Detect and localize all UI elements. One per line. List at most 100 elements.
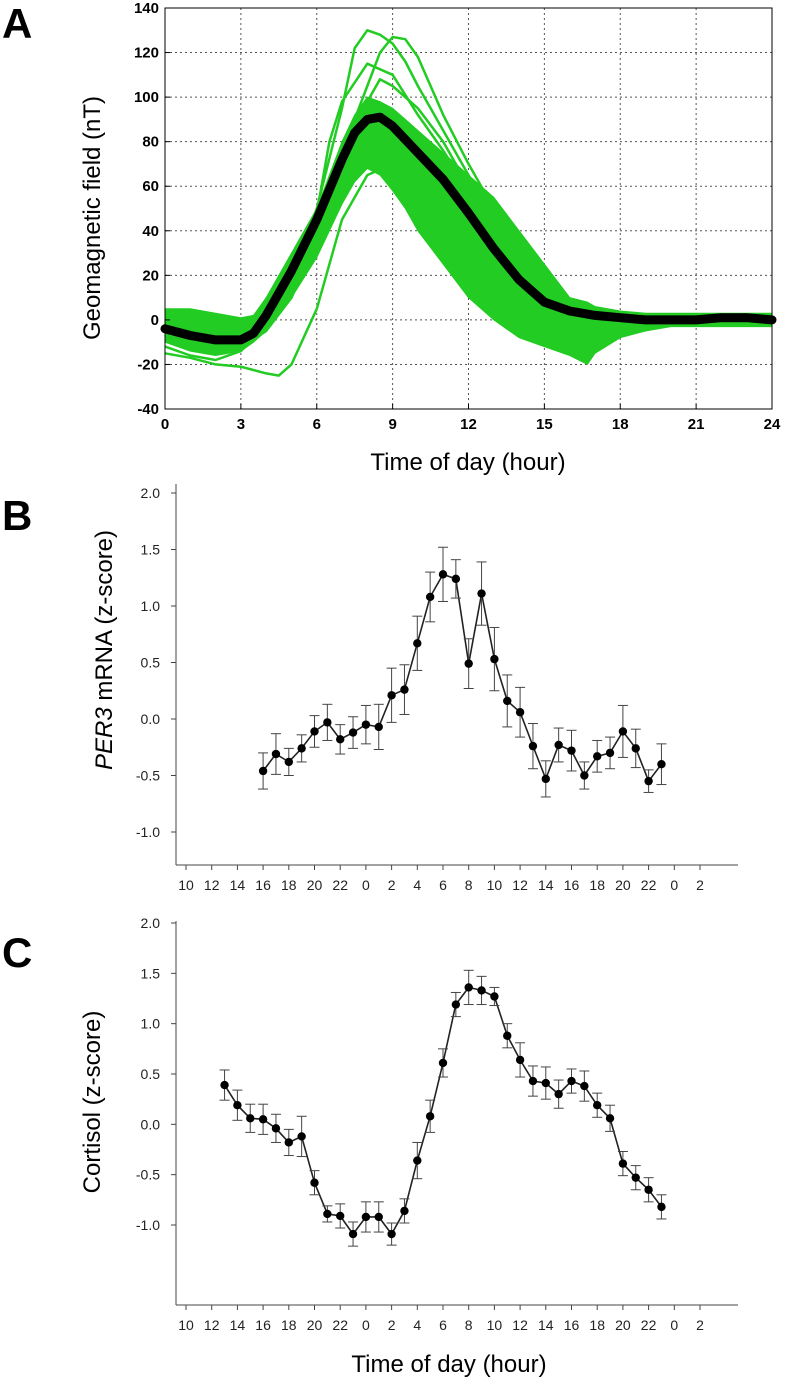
- panel-c-point-28: [580, 1081, 589, 1091]
- panel-c-y-axis-title: Cortisol (z-score): [79, 1011, 106, 1194]
- panel-b-y-axis-title-gene: PER3: [91, 707, 118, 770]
- panel-c-point-26: [554, 1089, 563, 1099]
- panel-c-xtick-label-9: 4: [413, 1317, 421, 1333]
- panel-c-ytick-label-1.0: 1.0: [141, 1016, 161, 1032]
- panel-c-xtick-label-8: 2: [388, 1317, 396, 1333]
- panel-c-point-16: [425, 1112, 435, 1121]
- panel-b-point-17: [477, 589, 486, 598]
- panel-a-ytick-label-60: 60: [142, 178, 159, 195]
- panel-c-point-5: [284, 1138, 293, 1147]
- panel-letter-a: A: [2, 0, 32, 47]
- panel-b-xtick-label-16: 18: [589, 877, 605, 893]
- panel-a-ytick-label-0: 0: [151, 312, 159, 329]
- panel-c-xtick-label-2: 14: [230, 1317, 246, 1333]
- panel-b-point-19: [503, 696, 512, 706]
- panel-c-point-4: [271, 1124, 281, 1133]
- panel-b-point-9: [374, 722, 383, 732]
- panel-c-point-0: [220, 1080, 229, 1090]
- panel-b-point-0: [258, 766, 268, 776]
- panel-c-point-24: [528, 1076, 538, 1086]
- panel-c-xtick-label-16: 18: [589, 1317, 605, 1333]
- panel-b-point-30: [644, 776, 653, 786]
- panel-b-point-20: [515, 708, 525, 717]
- panel-a-xtick-label-12: 12: [460, 416, 477, 433]
- panel-c-point-13: [387, 1229, 396, 1239]
- panel-c-point-15: [413, 1156, 422, 1165]
- panel-a-storm-line-2: [164, 35, 521, 362]
- panel-b-per3-chart: 10 12 14 16 18 20 22 0 2 4 6 8 10 12 14 16 18 20 22 0 2 -1.0 -…: [91, 484, 738, 893]
- panel-b-point-27: [605, 748, 615, 758]
- panel-b-point-13: [425, 592, 435, 602]
- panel-c-xtick-label-4: 18: [281, 1317, 297, 1333]
- panel-a-ytick-label-100: 100: [134, 89, 159, 106]
- panel-b-point-29: [631, 744, 640, 753]
- panel-b-xtick-label-9: 4: [413, 877, 421, 893]
- panel-c-xtick-label-17: 20: [615, 1317, 631, 1333]
- panel-c-xtick-label-13: 12: [512, 1317, 528, 1333]
- panel-c-point-32: [631, 1173, 640, 1182]
- panel-a-mean-line: [160, 112, 777, 345]
- panel-a-ytick-label--40: -40: [137, 401, 159, 418]
- panel-c-series: [219, 969, 667, 1247]
- panel-b-xtick-label-10: 6: [439, 877, 447, 893]
- panel-c-point-33: [644, 1185, 653, 1194]
- panel-b-point-14: [438, 570, 448, 579]
- panel-b-line: [262, 573, 663, 783]
- panel-c-xtick-label-0: 10: [178, 1317, 194, 1333]
- panel-b-ticks: 10 12 14 16 18 20 22 0 2 4 6 8 10 12 14 16 18 20 22 0 2 -1.0 -…: [136, 485, 704, 893]
- panel-c-xtick-label-14: 14: [538, 1317, 554, 1333]
- panel-b-point-5: [323, 718, 332, 727]
- panel-a-ytick-label-80: 80: [142, 134, 159, 151]
- panel-b-point-26: [593, 752, 602, 761]
- panel-b-xtick-label-20: 2: [696, 877, 704, 893]
- panel-b-point-15: [451, 574, 461, 584]
- panel-c-xtick-label-18: 22: [641, 1317, 657, 1333]
- panel-b-xtick-label-19: 0: [670, 877, 678, 893]
- panel-a-ytick-label-120: 120: [134, 45, 159, 62]
- panel-c-point-20: [477, 986, 486, 995]
- panel-b-xtick-label-7: 0: [362, 877, 370, 893]
- panel-b-xtick-label-14: 14: [538, 877, 554, 893]
- panel-a-ytick-label-20: 20: [142, 267, 159, 284]
- panel-c-point-22: [503, 1031, 512, 1040]
- panel-c-xtick-label-20: 2: [696, 1317, 704, 1333]
- panel-b-xtick-label-2: 14: [230, 877, 246, 893]
- panel-b-xtick-label-13: 12: [512, 877, 528, 893]
- panel-b-series: [258, 546, 667, 798]
- panel-c-point-2: [246, 1114, 255, 1123]
- panel-c-ytick-label-1.5: 1.5: [141, 965, 161, 981]
- panel-b-point-31: [657, 760, 666, 769]
- panel-c-xtick-label-12: 10: [487, 1317, 503, 1333]
- panel-a-xtick-label-6: 6: [313, 416, 321, 433]
- panel-c-xtick-label-10: 6: [439, 1317, 447, 1333]
- panel-c-point-29: [593, 1101, 602, 1110]
- panel-c-xtick-label-3: 16: [255, 1317, 271, 1333]
- panel-b-point-6: [336, 735, 345, 744]
- panel-a-x-axis-title: Time of day (hour): [370, 449, 565, 476]
- panel-b-point-1: [271, 749, 281, 759]
- panel-b-ytick-label-0.5: 0.5: [141, 655, 161, 671]
- panel-a-mean-polyline: [160, 112, 777, 345]
- panel-a-storm-line-5: [164, 162, 495, 377]
- panel-c-ytick-label--0.5: -0.5: [136, 1167, 160, 1183]
- panel-b-ytick-label--0.5: -0.5: [136, 768, 160, 784]
- panel-b-xtick-label-17: 20: [615, 877, 631, 893]
- panel-b-xtick-label-18: 22: [641, 877, 657, 893]
- panel-b-ytick-label-1.0: 1.0: [141, 598, 161, 614]
- panel-c-point-31: [618, 1159, 628, 1168]
- panel-b-point-2: [284, 757, 293, 767]
- panel-c-point-30: [605, 1114, 615, 1123]
- panel-b-xtick-label-3: 16: [255, 877, 271, 893]
- panel-c-point-23: [515, 1055, 525, 1065]
- panel-c-xtick-label-1: 12: [204, 1317, 220, 1333]
- panel-a-xtick-label-15: 15: [536, 416, 553, 433]
- panel-c-ytick-label-0.5: 0.5: [141, 1066, 161, 1082]
- panel-c-ytick-label-2.0: 2.0: [141, 915, 161, 931]
- panel-a-y-axis-title: Geomagnetic field (nT): [79, 96, 106, 340]
- panel-letter-c: C: [2, 929, 32, 976]
- panel-b-point-16: [464, 659, 473, 668]
- panel-c-point-9: [336, 1211, 345, 1221]
- panel-b-point-12: [413, 639, 422, 648]
- panel-b-xtick-label-15: 16: [564, 877, 580, 893]
